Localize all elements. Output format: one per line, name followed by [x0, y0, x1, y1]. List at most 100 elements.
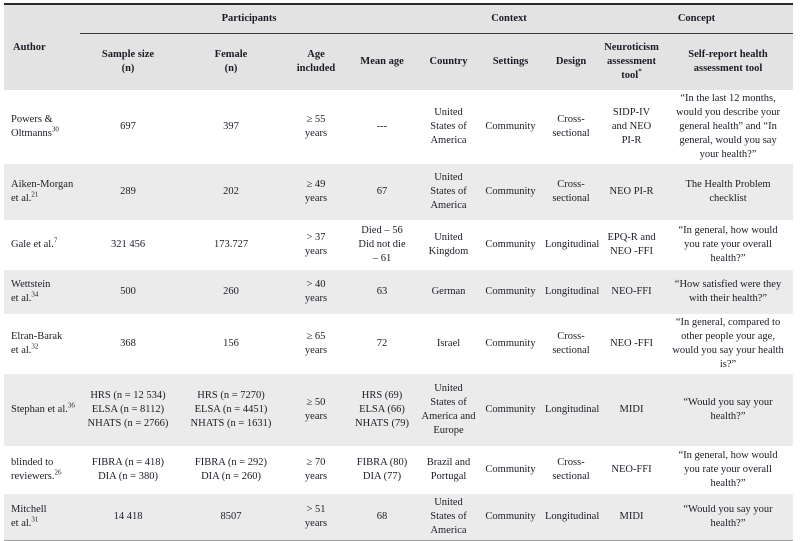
author-name: Wettstein et al.: [11, 279, 51, 304]
cell-settings: Community: [479, 270, 543, 314]
cell-author: Aiken-Morgan et al.21: [4, 164, 80, 220]
author-name: blinded to reviewers.: [11, 456, 55, 482]
cell-country: German: [418, 270, 480, 314]
cell-age-included: > 51 years: [286, 493, 346, 541]
cell-age-included: ≥ 50 years: [286, 373, 346, 446]
cell-country: Israel: [418, 314, 480, 374]
cell-mean-age: Died – 56 Did not die – 61: [346, 220, 419, 270]
cell-mean-age: 72: [346, 314, 419, 374]
neuroticism-tool-label: Neuroticism assessment tool: [604, 42, 659, 81]
reference-number: 31: [31, 515, 39, 524]
cell-author: Gale et al.7: [4, 220, 80, 270]
reference-number: 21: [31, 190, 39, 199]
cell-age-included: ≥ 70 years: [286, 445, 346, 494]
cell-sample-size: 321 456: [80, 220, 176, 270]
cell-age-included: > 37 years: [286, 220, 346, 270]
cell-author: Powers & Oltmanns30: [4, 90, 80, 164]
table-row: blinded to reviewers.26 FIBRA (n = 418) …: [4, 445, 794, 494]
cell-design: Longitudinal: [542, 220, 601, 270]
column-header-female: Female (n): [176, 33, 286, 90]
cell-neuroticism-tool: SIDP-IV and NEO PI-R: [600, 90, 664, 164]
cell-health-tool: “Would you say your health?”: [663, 373, 794, 446]
cell-neuroticism-tool: MIDI: [600, 493, 664, 541]
group-header-concept: Concept: [600, 4, 794, 34]
cell-female: FIBRA (n = 292) DIA (n = 260): [176, 445, 286, 494]
cell-sample-size: 500: [80, 270, 176, 314]
cell-neuroticism-tool: NEO -FFI: [600, 314, 664, 374]
cell-settings: Community: [479, 314, 543, 374]
cell-age-included: ≥ 55 years: [286, 90, 346, 164]
reference-number: 26: [54, 468, 62, 477]
cell-health-tool: “Would you say your health?”: [663, 493, 794, 541]
cell-age-included: ≥ 49 years: [286, 164, 346, 220]
cell-health-tool: “How satisfied were they with their heal…: [663, 270, 794, 314]
table-row: Stephan et al.36 HRS (n = 12 534) ELSA (…: [4, 373, 794, 446]
cell-author: Wettstein et al.34: [4, 270, 80, 314]
table-body: Powers & Oltmanns30 697 397 ≥ 55 years -…: [4, 90, 794, 541]
table-row: Aiken-Morgan et al.21 289 202 ≥ 49 years…: [4, 164, 794, 220]
table-row: Elran-Barak et al.32 368 156 ≥ 65 years …: [4, 314, 794, 374]
cell-age-included: ≥ 65 years: [286, 314, 346, 374]
cell-settings: Community: [479, 220, 543, 270]
column-header-age-included: Age included: [286, 33, 346, 90]
cell-author: Stephan et al.36: [4, 373, 80, 446]
cell-female: 173.727: [176, 220, 286, 270]
cell-mean-age: 68: [346, 493, 419, 541]
cell-female: 156: [176, 314, 286, 374]
table-row: Mitchell et al.31 14 418 8507 > 51 years…: [4, 493, 794, 541]
cell-author: blinded to reviewers.26: [4, 445, 80, 494]
cell-country: Brazil and Portugal: [418, 445, 480, 494]
table-header: Author Participants Context Concept Samp…: [4, 4, 794, 90]
table-row: Gale et al.7 321 456 173.727 > 37 years …: [4, 220, 794, 270]
column-header-country: Country: [418, 33, 480, 90]
cell-health-tool: The Health Problem checklist: [663, 164, 794, 220]
column-header-design: Design: [542, 33, 601, 90]
reference-number: 36: [67, 401, 75, 410]
cell-health-tool: “In the last 12 months, would you descri…: [663, 90, 794, 164]
author-name: Stephan et al.: [11, 403, 68, 415]
cell-mean-age: FIBRA (80) DIA (77): [346, 445, 419, 494]
cell-sample-size: FIBRA (n = 418) DIA (n = 380): [80, 445, 176, 494]
author-name: Mitchell et al.: [11, 503, 47, 529]
column-header-row: Sample size (n) Female (n) Age included …: [4, 33, 794, 90]
cell-design: Longitudinal: [542, 373, 601, 446]
cell-mean-age: 67: [346, 164, 419, 220]
cell-settings: Community: [479, 493, 543, 541]
cell-settings: Community: [479, 373, 543, 446]
table-row: Powers & Oltmanns30 697 397 ≥ 55 years -…: [4, 90, 794, 164]
column-header-neuroticism-tool: Neuroticism assessment tool*: [600, 33, 664, 90]
cell-sample-size: 368: [80, 314, 176, 374]
cell-country: United States of America and Europe: [418, 373, 480, 446]
cell-mean-age: HRS (69) ELSA (66) NHATS (79): [346, 373, 419, 446]
cell-design: Cross- sectional: [542, 445, 601, 494]
column-header-mean-age: Mean age: [346, 33, 419, 90]
cell-neuroticism-tool: NEO-FFI: [600, 270, 664, 314]
author-name: Powers & Oltmanns: [11, 114, 53, 139]
reference-number: 34: [31, 290, 39, 299]
cell-country: United States of America: [418, 493, 480, 541]
table-row: Wettstein et al.34 500 260 > 40 years 63…: [4, 270, 794, 314]
cell-design: Longitudinal: [542, 270, 601, 314]
cell-female: 260: [176, 270, 286, 314]
cell-health-tool: “In general, how would you rate your ove…: [663, 220, 794, 270]
cell-country: United Kingdom: [418, 220, 480, 270]
cell-author: Mitchell et al.31: [4, 493, 80, 541]
neuroticism-tool-footnote-marker: *: [638, 67, 642, 76]
studies-table-container: Author Participants Context Concept Samp…: [4, 3, 796, 541]
cell-female: 397: [176, 90, 286, 164]
cell-design: Cross- sectional: [542, 90, 601, 164]
group-header-participants: Participants: [80, 4, 419, 34]
cell-sample-size: 14 418: [80, 493, 176, 541]
cell-sample-size: 289: [80, 164, 176, 220]
cell-neuroticism-tool: NEO PI-R: [600, 164, 664, 220]
cell-neuroticism-tool: MIDI: [600, 373, 664, 446]
cell-health-tool: “In general, how would you rate your ove…: [663, 445, 794, 494]
reference-number: 32: [31, 342, 39, 351]
cell-design: Cross- sectional: [542, 164, 601, 220]
group-header-context: Context: [418, 4, 601, 34]
cell-health-tool: “In general, compared to other people yo…: [663, 314, 794, 374]
studies-characteristics-table: Author Participants Context Concept Samp…: [4, 3, 794, 541]
cell-female: HRS (n = 7270) ELSA (n = 4451) NHATS (n …: [176, 373, 286, 446]
cell-country: United States of America: [418, 90, 480, 164]
cell-female: 8507: [176, 493, 286, 541]
